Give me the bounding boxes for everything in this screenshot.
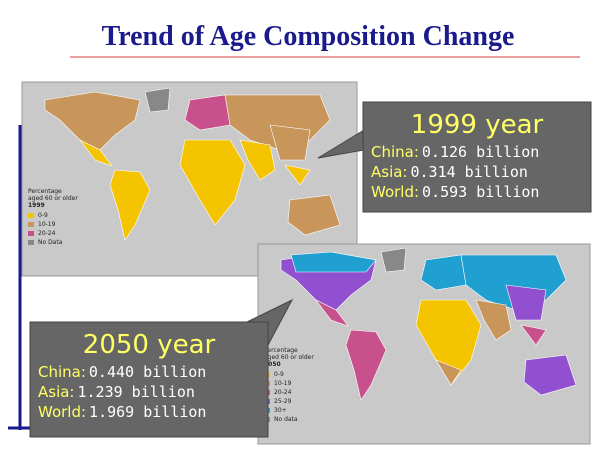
row-label: China: xyxy=(371,143,419,161)
legend-label: 20-24 xyxy=(274,389,292,396)
row-label: Asia: xyxy=(38,383,75,401)
legend-title: Percentage xyxy=(264,347,298,354)
legend-label: 10-19 xyxy=(274,380,292,387)
row-value: 0.593 billion xyxy=(422,183,539,201)
callout-heading: 1999 year xyxy=(411,110,544,140)
legend-label: 0-9 xyxy=(38,212,48,219)
callout-rows: China: 0.126 billion Asia: 0.314 billion Wor… xyxy=(371,143,539,201)
callout-row: Asia: 0.314 billion xyxy=(371,163,528,181)
row-value: 1.969 billion xyxy=(89,403,206,421)
legend-label: No Data xyxy=(38,239,63,246)
callout-2050: 2050 year China: 0.440 billion Asia: 1.239 … xyxy=(29,298,294,438)
callout-row: World: 1.969 billion xyxy=(38,403,206,421)
callout-box xyxy=(29,321,269,438)
legend-label: 25-29 xyxy=(274,398,292,405)
legend-swatch xyxy=(28,231,34,236)
legend-swatch xyxy=(28,222,34,227)
legend-label: 20-24 xyxy=(38,230,56,237)
legend-swatch xyxy=(28,240,34,245)
callout-row: China: 0.126 billion xyxy=(371,143,539,161)
row-value: 0.126 billion xyxy=(422,143,539,161)
legend-title: aged 60 or older xyxy=(264,354,314,361)
legend-swatch xyxy=(28,213,34,218)
callout-1999: 1999 year China: 0.126 billion Asia: 0.314 … xyxy=(317,101,592,213)
map-shapes xyxy=(44,87,341,241)
legend-title: 1999 xyxy=(28,202,45,209)
row-label: Asia: xyxy=(371,163,408,181)
row-label: China: xyxy=(38,363,86,381)
callout-box xyxy=(362,101,592,213)
map-shapes xyxy=(280,247,577,401)
legend-title: 2050 xyxy=(264,361,281,368)
callout-row: Asia: 1.239 billion xyxy=(38,383,195,401)
callout-row: World: 0.593 billion xyxy=(371,183,539,201)
callout-heading: 2050 year xyxy=(83,330,216,360)
row-label: World: xyxy=(38,403,86,421)
legend-label: No data xyxy=(274,416,298,423)
slide-title: Trend of Age Composition Change xyxy=(102,21,515,52)
row-label: World: xyxy=(371,183,419,201)
callout-rows: China: 0.440 billion Asia: 1.239 billion Wor… xyxy=(38,363,206,421)
row-value: 1.239 billion xyxy=(78,383,195,401)
legend-label: 30+ xyxy=(274,407,287,414)
legend-label: 10-19 xyxy=(38,221,56,228)
legend-title: Percentage xyxy=(28,188,62,195)
row-value: 0.314 billion xyxy=(411,163,528,181)
legend-label: 0-9 xyxy=(274,371,284,378)
legend-title: aged 60 or older xyxy=(28,195,78,202)
row-value: 0.440 billion xyxy=(89,363,206,381)
callout-row: China: 0.440 billion xyxy=(38,363,206,381)
